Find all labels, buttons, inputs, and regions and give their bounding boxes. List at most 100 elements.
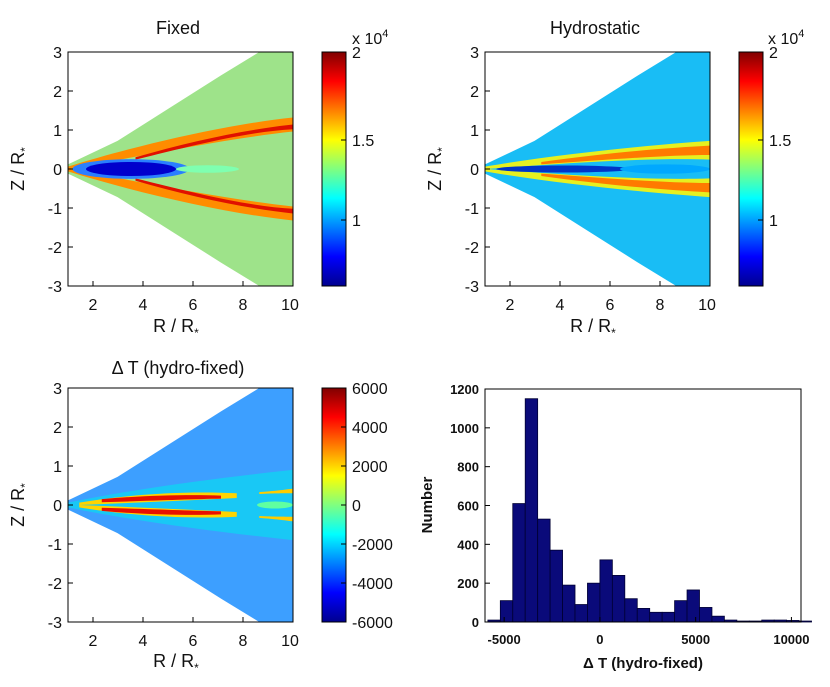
heatmap [67, 51, 294, 287]
y-tick-label: 1000 [450, 421, 479, 436]
colorbar-multiplier-base: x 10 [768, 31, 798, 48]
x-tick-label: 10 [281, 297, 299, 314]
histogram-bar [661, 611, 675, 623]
y-tick-label: -2 [465, 240, 479, 257]
y-tick-label: -3 [48, 279, 62, 296]
y-tick-label: -1 [48, 201, 62, 218]
y-tick-label: 3 [470, 45, 479, 62]
y-axis-label-text: Z / R [8, 488, 28, 527]
y-tick-label: 0 [472, 615, 479, 630]
y-tick-label: -2 [48, 576, 62, 593]
panel-title: Fixed [156, 18, 200, 38]
colorbar-tick-label: 2 [352, 45, 361, 62]
x-tick-label: 6 [606, 297, 615, 314]
x-tick-label: 4 [556, 297, 565, 314]
y-tick-label: -3 [48, 615, 62, 632]
y-tick-label: 2 [470, 84, 479, 101]
colorbar-tick-label: 1.5 [352, 133, 374, 150]
x-axis-label: R / R* [153, 651, 199, 675]
x-tick-label: 10 [698, 297, 716, 314]
y-tick-label: -3 [465, 279, 479, 296]
colorbar: 6000 4000 2000 0 -2000 -4000 -6000 [321, 381, 393, 632]
y-tick-label: 0 [470, 162, 479, 179]
x-tick-label: 4 [139, 633, 148, 650]
x-axis: 2 4 6 8 10 R / R* [89, 281, 299, 340]
y-axis-label: Z / R* [8, 147, 32, 191]
histogram-bar [499, 600, 514, 623]
x-axis: 2 4 6 8 10 R / R* [506, 281, 716, 340]
x-axis-label-sub: * [194, 326, 199, 340]
x-axis-label: Δ T (hydro-fixed) [583, 655, 703, 672]
x-axis: 2 4 6 8 10 R / R* [89, 617, 299, 675]
x-axis-label-text: R / R [153, 651, 194, 671]
panel-title: Δ T (hydro-fixed) [112, 358, 245, 378]
x-axis: -5000 0 5000 10000 [488, 617, 810, 647]
x-tick-label: 2 [506, 297, 515, 314]
histogram-bar [624, 598, 638, 623]
y-tick-label: 1 [53, 459, 62, 476]
histogram-bar [537, 518, 551, 623]
histogram-bar [512, 503, 526, 623]
x-tick-label: 5000 [681, 632, 710, 647]
x-tick-label: 0 [596, 632, 603, 647]
histogram-bar [711, 615, 725, 623]
colorbar-tick-label: 0 [352, 498, 361, 515]
histogram-bar [574, 604, 588, 623]
histogram-bar [686, 589, 700, 623]
y-axis-label-text: Z / R [8, 152, 28, 191]
colorbar-multiplier-exp: 4 [798, 28, 804, 40]
y-axis-label: Number [419, 477, 436, 534]
colorbar-multiplier: x 104 [352, 28, 388, 48]
y-axis: 3 2 1 0 -1 -2 -3 Z / R* [8, 45, 73, 296]
panel-histogram: -5000 0 5000 10000 0 200 400 600 800 1000 1200 Δ … [419, 382, 812, 672]
panel-fixed: Fixed 2 4 6 8 10 R / R* [8, 18, 388, 340]
colorbar-tick-label: -6000 [352, 615, 393, 632]
histogram-bar [562, 584, 576, 623]
heatmap [484, 51, 711, 287]
histogram-bars [487, 398, 812, 623]
heatmap-plot-area [485, 52, 710, 286]
y-tick-label: 200 [457, 576, 479, 591]
y-tick-label: 0 [53, 162, 62, 179]
x-axis-label-text: R / R [570, 316, 611, 336]
x-tick-marks [92, 281, 294, 286]
x-tick-label: 2 [89, 297, 98, 314]
y-axis-label-sub: * [18, 147, 32, 152]
histogram-bar [611, 575, 626, 623]
x-axis-label-text: R / R [153, 316, 194, 336]
colorbar-gradient [738, 51, 764, 287]
y-axis-label: Z / R* [425, 147, 449, 191]
y-tick-label: -1 [48, 537, 62, 554]
y-tick-label: -2 [48, 240, 62, 257]
panel-hydrostatic: Hydrostatic 2 4 6 8 10 R / R* [425, 18, 804, 340]
x-tick-label: -5000 [488, 632, 521, 647]
colorbar: 2 1.5 1 x 104 [738, 28, 804, 287]
y-axis-label: Z / R* [8, 483, 32, 527]
x-axis-label: R / R* [153, 316, 199, 340]
histogram-bar [524, 398, 539, 623]
panel-title: Hydrostatic [550, 18, 640, 38]
colorbar-multiplier-base: x 10 [352, 31, 382, 48]
panel-difference: Δ T (hydro-fixed) 2 4 6 8 [8, 358, 393, 675]
colorbar-tick-label: 1 [352, 213, 361, 230]
heatmap-plot-area [68, 52, 293, 286]
histogram-bar [636, 608, 651, 623]
y-axis-label-sub: * [435, 147, 449, 152]
y-tick-label: 3 [53, 381, 62, 398]
colorbar: 2 1.5 1 x 104 [321, 28, 388, 287]
x-tick-label: 10000 [773, 632, 809, 647]
x-tick-label: 6 [189, 633, 198, 650]
histogram-bar [699, 607, 713, 623]
colorbar-tick-label: 6000 [352, 381, 388, 398]
colorbar-multiplier-exp: 4 [382, 28, 388, 40]
histogram-bar [599, 559, 613, 623]
y-axis: 0 200 400 600 800 1000 1200 [450, 382, 490, 630]
x-tick-label: 8 [656, 297, 665, 314]
colorbar-multiplier: x 104 [768, 28, 804, 48]
y-tick-label: 600 [457, 499, 479, 514]
colorbar-tick-label: -4000 [352, 576, 393, 593]
y-tick-label: 0 [53, 498, 62, 515]
x-tick-label: 4 [139, 297, 148, 314]
heatmap [67, 387, 294, 623]
histogram-bar [649, 611, 663, 623]
